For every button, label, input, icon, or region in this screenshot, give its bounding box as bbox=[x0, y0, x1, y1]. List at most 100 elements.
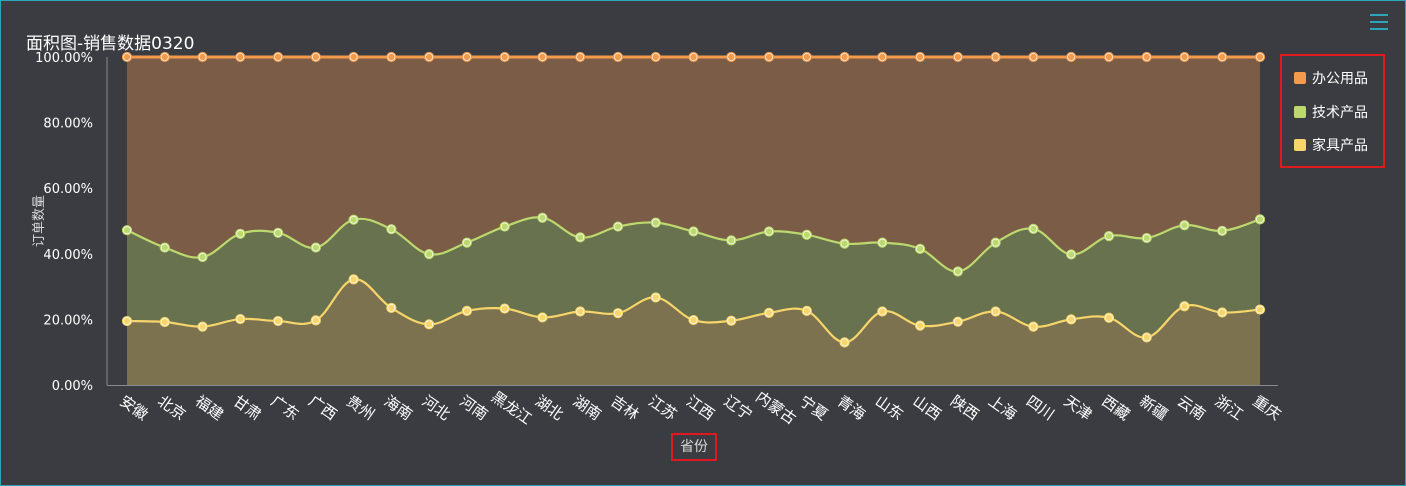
x-tick-label: 江苏 bbox=[645, 392, 680, 424]
x-tick-label: 山西 bbox=[910, 392, 945, 424]
point-furniture-fill bbox=[1105, 314, 1113, 321]
point-furniture-fill bbox=[1181, 303, 1188, 310]
point-tech-fill bbox=[916, 245, 924, 253]
point-furniture-fill bbox=[274, 317, 282, 325]
legend-label-tech: 技术产品 bbox=[1312, 105, 1368, 121]
point-furniture-fill bbox=[614, 309, 622, 317]
point-tech-fill bbox=[463, 239, 471, 246]
point-tech-fill bbox=[803, 231, 810, 238]
point-office-fill bbox=[1030, 53, 1037, 61]
point-tech-fill bbox=[614, 223, 622, 230]
point-office-fill bbox=[1256, 53, 1264, 61]
chart-title: 面积图-销售数据0320 bbox=[26, 34, 195, 54]
point-furniture-fill bbox=[425, 321, 433, 328]
legend-item-tech[interactable]: 技术产品 bbox=[1294, 103, 1368, 121]
point-office-fill bbox=[237, 53, 244, 61]
x-tick-label: 贵州 bbox=[343, 392, 378, 424]
point-tech-fill bbox=[274, 229, 282, 237]
point-office-fill bbox=[1067, 53, 1075, 61]
x-tick-label: 福建 bbox=[192, 392, 227, 424]
x-tick-label: 陕西 bbox=[947, 392, 982, 424]
x-tick-label: 浙江 bbox=[1212, 392, 1247, 424]
point-tech-fill bbox=[1105, 232, 1113, 240]
point-office-fill bbox=[463, 53, 471, 61]
point-office-fill bbox=[690, 53, 697, 61]
point-furniture-fill bbox=[161, 318, 168, 326]
x-axis-label: 省份 bbox=[671, 433, 717, 461]
point-furniture-fill bbox=[388, 304, 395, 312]
point-tech-fill bbox=[388, 226, 395, 233]
point-tech-fill bbox=[841, 240, 848, 247]
area-furniture bbox=[127, 279, 1260, 385]
y-tick-label: 80.00% bbox=[43, 117, 93, 132]
x-tick-label: 四川 bbox=[1023, 392, 1058, 424]
point-furniture-fill bbox=[501, 305, 508, 312]
point-tech-fill bbox=[312, 244, 320, 251]
point-furniture-fill bbox=[577, 308, 584, 315]
point-furniture-fill bbox=[199, 323, 206, 330]
point-office-fill bbox=[1143, 53, 1150, 61]
y-tick-label: 0.00% bbox=[52, 379, 93, 394]
point-furniture-fill bbox=[841, 339, 848, 346]
hamburger-menu-icon[interactable] bbox=[1370, 14, 1388, 30]
legend-item-furniture[interactable]: 家具产品 bbox=[1294, 136, 1368, 154]
x-tick-label: 河北 bbox=[419, 392, 454, 424]
data-points bbox=[121, 51, 1266, 348]
x-tick-label: 海南 bbox=[381, 392, 416, 424]
point-furniture-fill bbox=[690, 316, 697, 324]
point-furniture-fill bbox=[803, 307, 810, 315]
point-tech-fill bbox=[539, 214, 546, 221]
x-tick-label: 内蒙古 bbox=[752, 388, 799, 429]
point-tech-fill bbox=[992, 239, 999, 246]
point-office-fill bbox=[614, 53, 622, 61]
x-tick-label: 河南 bbox=[456, 392, 491, 424]
point-furniture-fill bbox=[539, 314, 546, 321]
x-tick-label: 新疆 bbox=[1136, 392, 1171, 424]
point-office-fill bbox=[1219, 53, 1226, 61]
point-office-fill bbox=[954, 53, 962, 61]
point-furniture-fill bbox=[1219, 309, 1226, 316]
x-tick-label: 宁夏 bbox=[796, 392, 831, 424]
point-tech-fill bbox=[1219, 227, 1226, 235]
y-axis-label: 订单数量 bbox=[32, 195, 47, 247]
point-tech-fill bbox=[237, 230, 244, 237]
y-tick-label: 60.00% bbox=[43, 182, 93, 197]
point-office-fill bbox=[879, 53, 886, 61]
x-tick-label: 吉林 bbox=[607, 392, 642, 424]
point-office-fill bbox=[312, 53, 320, 61]
point-tech-fill bbox=[123, 226, 131, 234]
point-furniture-fill bbox=[1030, 323, 1037, 330]
point-furniture-fill bbox=[728, 317, 735, 324]
x-tick-label: 广西 bbox=[305, 392, 340, 424]
point-furniture-fill bbox=[765, 309, 773, 317]
point-furniture-fill bbox=[992, 308, 999, 315]
point-office-fill bbox=[123, 53, 131, 61]
point-office-fill bbox=[728, 53, 735, 61]
point-office-fill bbox=[161, 53, 168, 61]
y-tick-labels: 0.00% 20.00% 40.00% 60.00% 80.00% 100.00% bbox=[35, 51, 93, 394]
x-tick-label: 云南 bbox=[1174, 392, 1209, 424]
x-tick-label: 湖南 bbox=[570, 392, 605, 424]
point-office-fill bbox=[916, 53, 924, 61]
x-tick-label: 天津 bbox=[1061, 392, 1096, 424]
area-layers bbox=[127, 57, 1260, 385]
point-tech-fill bbox=[350, 216, 357, 223]
legend-label-office: 办公用品 bbox=[1312, 71, 1368, 87]
point-tech-fill bbox=[690, 228, 697, 235]
x-tick-label: 青海 bbox=[834, 392, 869, 424]
point-office-fill bbox=[539, 53, 546, 61]
point-tech-fill bbox=[1030, 225, 1037, 233]
point-furniture-fill bbox=[954, 318, 962, 325]
point-tech-fill bbox=[1143, 234, 1150, 242]
point-office-fill bbox=[577, 53, 584, 61]
point-furniture-fill bbox=[1143, 334, 1150, 341]
point-tech-fill bbox=[954, 268, 962, 275]
point-office-fill bbox=[425, 53, 433, 61]
legend-item-office[interactable]: 办公用品 bbox=[1294, 69, 1368, 87]
y-tick-label: 20.00% bbox=[43, 313, 93, 328]
point-furniture-fill bbox=[1067, 316, 1075, 323]
x-tick-label: 西藏 bbox=[1098, 392, 1133, 424]
y-tick-label: 100.00% bbox=[35, 51, 93, 66]
